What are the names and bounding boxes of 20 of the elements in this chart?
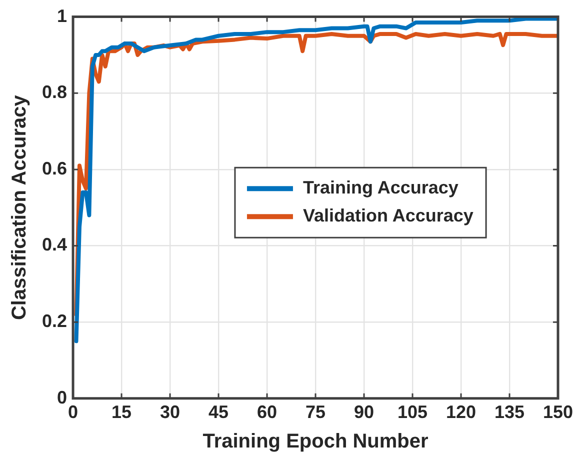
x-tick-label: 90	[354, 402, 374, 422]
x-tick-label: 30	[160, 402, 180, 422]
y-axis-title: Classification Accuracy	[8, 94, 31, 320]
x-tick-label: 150	[542, 402, 574, 422]
x-tick-label: 15	[112, 402, 132, 422]
y-tick-label: 0.4	[42, 234, 68, 255]
x-axis-title: Training Epoch Number	[202, 430, 429, 453]
y-tick-label: 0.2	[42, 311, 68, 332]
x-tick-label: 45	[208, 402, 229, 422]
x-tick-label: 120	[446, 402, 476, 422]
x-tick-label: 60	[257, 402, 278, 422]
y-tick-label: 0	[57, 387, 68, 408]
y-tick-label: 0.8	[42, 82, 68, 102]
y-tick-label: 0.6	[42, 158, 68, 178]
x-tick-label: 105	[397, 402, 428, 422]
x-tick-label: 135	[494, 402, 525, 422]
legend-label: Training Accuracy	[302, 178, 458, 198]
x-tick-label: 75	[305, 402, 326, 422]
legend-label: Validation Accuracy	[302, 206, 474, 226]
y-tick-label: 1	[57, 6, 68, 26]
